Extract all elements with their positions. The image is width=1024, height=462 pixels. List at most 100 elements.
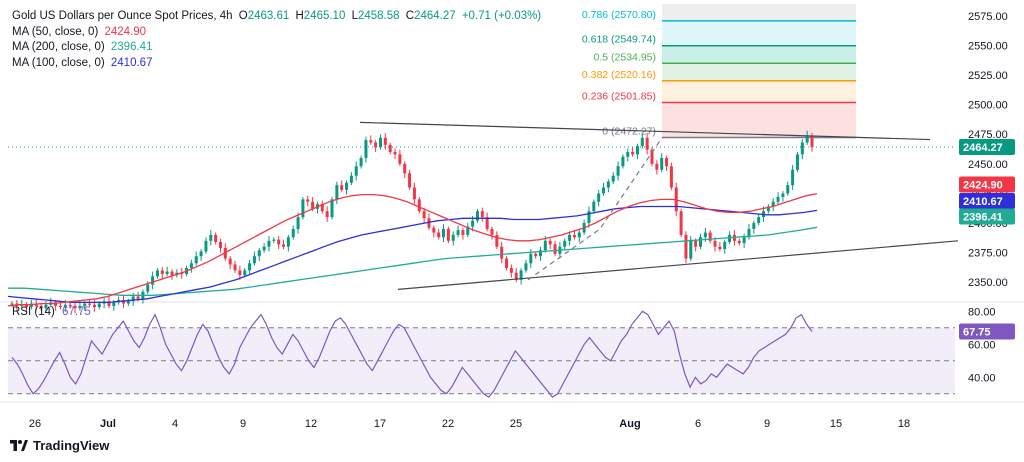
candle-body xyxy=(151,276,155,285)
candle xyxy=(165,266,169,277)
candle-body xyxy=(63,304,67,308)
candle-body xyxy=(320,204,324,212)
tradingview-logo[interactable]: TradingView xyxy=(10,438,109,453)
ma-price-tag: 2424.90 xyxy=(963,180,1003,192)
ma100-line xyxy=(7,205,818,304)
time-axis-tick: 6 xyxy=(695,418,701,430)
candle xyxy=(403,161,407,179)
candle-body xyxy=(572,234,576,238)
candle-body xyxy=(563,240,567,247)
candle xyxy=(577,230,581,242)
candle xyxy=(282,239,286,250)
ma200-legend[interactable]: MA (200, close, 0) 2396.41 xyxy=(12,40,544,56)
candle xyxy=(189,259,193,273)
candle xyxy=(39,303,43,311)
ma100-label: MA (100, close, 0) xyxy=(12,56,105,69)
candle-body xyxy=(10,303,14,305)
candle-body xyxy=(509,268,513,273)
candle-body xyxy=(713,240,717,247)
candle-body xyxy=(432,227,436,233)
fib-band xyxy=(662,45,856,64)
candle-body xyxy=(606,181,610,188)
candle xyxy=(151,271,155,290)
candle-body xyxy=(248,263,252,271)
candle-body xyxy=(810,135,814,147)
candle xyxy=(359,155,363,169)
candle xyxy=(655,160,659,175)
candle xyxy=(500,241,504,264)
candle xyxy=(679,208,683,238)
candle-body xyxy=(286,237,290,247)
candle-body xyxy=(505,258,509,269)
candle-body xyxy=(301,199,305,218)
low-label: L xyxy=(351,10,358,22)
price-axis-tick: 2375.00 xyxy=(968,248,1008,260)
candle-body xyxy=(325,211,329,218)
candle-body xyxy=(451,234,455,241)
open-value: 2463.61 xyxy=(247,10,290,22)
ma200-line xyxy=(8,226,818,296)
candle-body xyxy=(475,211,479,221)
candle xyxy=(335,181,339,205)
candle-body xyxy=(456,230,460,235)
candle-body xyxy=(723,241,727,250)
candle xyxy=(766,204,770,214)
candle xyxy=(635,143,639,160)
candle-body xyxy=(592,201,596,212)
candle xyxy=(383,133,387,150)
candle xyxy=(393,148,397,160)
candle xyxy=(538,246,542,261)
candle-body xyxy=(78,305,82,309)
candle-body xyxy=(597,193,601,202)
time-axis-tick: 25 xyxy=(510,418,522,430)
candle xyxy=(592,199,596,214)
candle-body xyxy=(684,234,688,259)
ma50-legend[interactable]: MA (50, close, 0) 2424.90 xyxy=(12,25,544,41)
ma100-legend[interactable]: MA (100, close, 0) 2410.67 xyxy=(12,56,544,72)
rsi-axis-tick: 60.00 xyxy=(968,339,996,351)
candle xyxy=(456,225,460,238)
fib-level-label: 0.618 (2549.74) xyxy=(582,34,656,46)
candle xyxy=(606,179,610,193)
candle-body xyxy=(388,144,392,152)
candle xyxy=(408,169,412,190)
candle-body xyxy=(718,246,722,250)
candle-body xyxy=(611,175,615,182)
candle xyxy=(505,256,509,271)
candle xyxy=(117,296,121,305)
candle xyxy=(689,236,693,261)
candle-body xyxy=(698,237,702,247)
time-axis-tick: 4 xyxy=(172,418,178,430)
candle xyxy=(660,153,664,173)
candle xyxy=(364,136,368,163)
candle xyxy=(340,180,344,193)
candle xyxy=(495,231,499,250)
candle xyxy=(301,196,305,220)
candle xyxy=(320,200,324,214)
candle xyxy=(640,134,644,149)
candle xyxy=(228,256,232,270)
rsi-value: 67.75 xyxy=(62,306,91,318)
time-axis-tick: 22 xyxy=(442,418,454,430)
candle xyxy=(737,238,741,246)
candle-body xyxy=(393,152,397,155)
candle xyxy=(475,208,479,224)
candle-body xyxy=(383,137,387,145)
candle xyxy=(199,249,203,261)
candle-body xyxy=(752,223,756,229)
candle xyxy=(54,300,58,311)
candle-body xyxy=(577,232,581,238)
tradingview-logo-icon xyxy=(10,440,28,451)
candle xyxy=(650,147,654,167)
candle xyxy=(252,251,256,266)
price-axis-tick: 2475.00 xyxy=(968,129,1008,141)
candle-body xyxy=(417,199,421,212)
candle xyxy=(398,149,402,167)
candle-body xyxy=(335,185,339,200)
candle xyxy=(218,238,222,253)
candle-body xyxy=(233,264,237,271)
rsi-legend[interactable]: RSI (14) 67.75 xyxy=(12,306,91,318)
candle xyxy=(369,135,373,145)
fib-band xyxy=(662,102,856,138)
